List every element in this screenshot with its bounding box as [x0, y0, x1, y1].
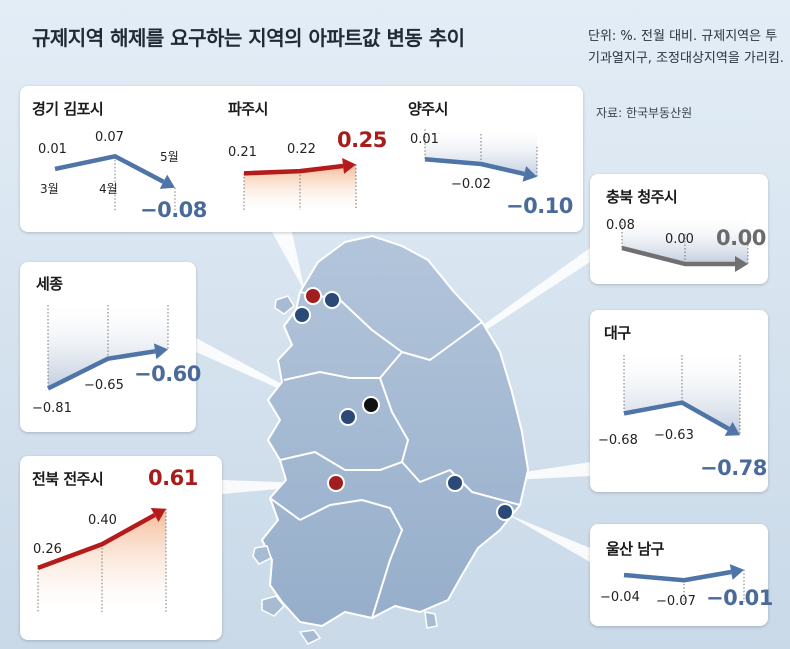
marker-jeonju: [327, 474, 345, 492]
paju-label-2: 0.25: [337, 128, 387, 152]
paju-arrow: [342, 158, 356, 174]
connector-gimpo: [272, 232, 305, 292]
sejong-area: [48, 305, 168, 389]
daegu-label-2: −0.78: [700, 456, 767, 480]
jeonju-label-0: 0.26: [33, 542, 62, 557]
paju-title: 파주시: [228, 100, 268, 118]
cheongju-arrow: [735, 256, 748, 272]
marker-daegu: [446, 474, 464, 492]
cheongju-label-2: 0.00: [716, 226, 766, 250]
marker-ulsan: [496, 503, 514, 521]
paju-area: [244, 164, 356, 210]
marker-yangju: [323, 291, 341, 309]
daegu-area: [624, 355, 740, 436]
daegu-arrow: [724, 421, 740, 436]
cheongju-title: 충북 청주시: [606, 188, 678, 206]
gimpo-tick-2: 5월: [160, 150, 179, 164]
jeonju-line: [37, 513, 156, 570]
sejong-label-0: −0.81: [32, 401, 72, 416]
jeonju-label-2: 0.61: [148, 466, 198, 490]
jeonju-area: [38, 508, 166, 612]
yangju-line: [424, 156, 525, 177]
cheongju-label-1: 0.00: [665, 232, 694, 247]
jeonju-arrow: [150, 508, 166, 523]
sejong-label-2: −0.60: [134, 362, 201, 386]
daegu-line: [623, 400, 730, 431]
paju-label-0: 0.21: [228, 145, 257, 160]
chart-title: 규제지역 해제를 요구하는 지역의 아파트값 변동 추이: [32, 26, 465, 50]
gimpo-label-1: 0.07: [95, 130, 124, 145]
cheongju-line: [621, 245, 735, 267]
gimpo-tick-1: 4월: [99, 182, 118, 196]
gimpo-line: [54, 154, 165, 184]
yangju-label-0: 0.01: [410, 132, 439, 147]
gimpo-arrow: [159, 174, 175, 189]
cheongju-label-0: 0.08: [606, 218, 635, 233]
gimpo-label-2: −0.08: [140, 198, 207, 222]
card-ulsan: [590, 524, 768, 626]
marker-paju: [304, 287, 322, 305]
ulsan-line: [623, 569, 732, 583]
map-landmass: [261, 235, 529, 627]
gimpo-tick-0: 3월: [40, 182, 59, 196]
ulsan-title: 울산 남구: [606, 540, 664, 558]
ulsan-label-2: −0.01: [706, 586, 773, 610]
daegu-title: 대구: [604, 324, 631, 342]
sejong-line: [46, 349, 156, 391]
daegu-label-0: −0.68: [598, 433, 638, 448]
ulsan-label-0: −0.04: [600, 590, 640, 605]
yangju-label-1: −0.02: [451, 177, 491, 192]
yangju-title: 양주시: [408, 100, 448, 118]
sejong-title: 세종: [36, 275, 63, 293]
yangju-arrow: [522, 166, 537, 182]
ulsan-label-1: −0.07: [656, 594, 696, 609]
gimpo-label-0: 0.01: [38, 142, 67, 157]
source-note: 자료: 한국부동산원: [596, 106, 693, 120]
marker-cheongju: [362, 396, 380, 414]
paju-line: [243, 163, 344, 176]
unit-note: 단위: %. 전월 대비. 규제지역은 투기과열지구, 조정대상지역을 가리킴.: [588, 29, 784, 66]
gimpo-title: 경기 김포시: [32, 100, 104, 118]
jeonju-label-1: 0.40: [88, 513, 117, 528]
islands: [252, 295, 438, 645]
marker-sejong: [339, 408, 357, 426]
paju-label-1: 0.22: [287, 142, 316, 157]
yangju-label-2: −0.10: [506, 194, 573, 218]
ulsan-arrow: [729, 564, 744, 580]
city-markers: [293, 287, 514, 521]
sejong-label-1: −0.65: [84, 378, 124, 393]
daegu-label-1: −0.63: [654, 428, 694, 443]
connector-ulsan: [505, 513, 590, 562]
marker-gimpo: [293, 306, 311, 324]
jeonju-title: 전북 전주시: [32, 470, 104, 488]
sejong-arrow: [153, 343, 168, 360]
